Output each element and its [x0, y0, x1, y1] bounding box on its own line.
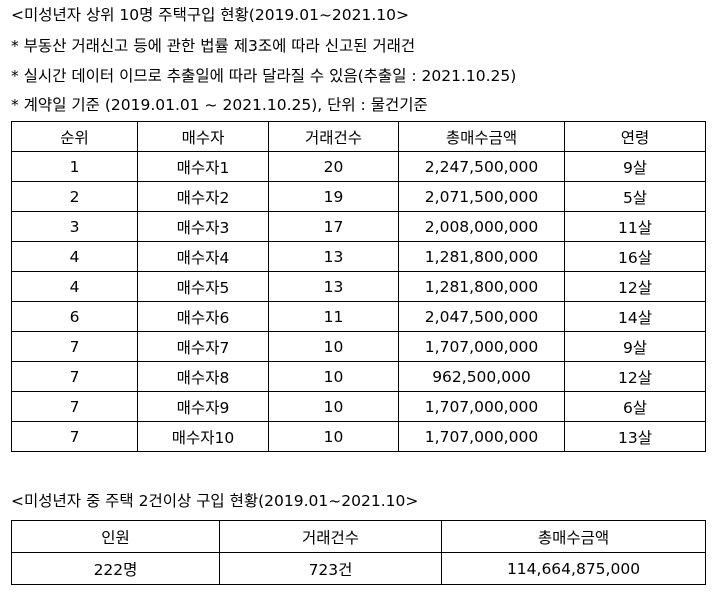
cell-transaction-count: 723건 [219, 552, 442, 585]
note-contract-basis: * 계약일 기준 (2019.01.01 ~ 2021.10.25), 단위 :… [11, 96, 428, 114]
cell-age: 12살 [564, 271, 706, 302]
cell-rank: 7 [11, 421, 138, 452]
cell-buyer: 매수자8 [137, 361, 269, 392]
table-header-row: 순위 매수자 거래건수 총매수금액 연령 [11, 121, 706, 152]
cell-rank: 4 [11, 271, 138, 302]
cell-total-amount: 1,707,000,000 [398, 391, 565, 422]
cell-total-amount: 1,707,000,000 [398, 331, 565, 362]
cell-buyer: 매수자5 [137, 271, 269, 302]
cell-buyer: 매수자3 [137, 211, 269, 242]
cell-buyer: 매수자4 [137, 241, 269, 272]
cell-transaction-count: 20 [268, 151, 399, 182]
cell-transaction-count: 10 [268, 331, 399, 362]
cell-age: 13살 [564, 421, 706, 452]
table-row: 6 매수자6 11 2,047,500,000 14살 [11, 301, 706, 332]
cell-age: 6살 [564, 391, 706, 422]
cell-buyer: 매수자1 [137, 151, 269, 182]
cell-age: 9살 [564, 331, 706, 362]
cell-total-amount: 2,071,500,000 [398, 181, 565, 212]
cell-transaction-count: 11 [268, 301, 399, 332]
cell-transaction-count: 13 [268, 271, 399, 302]
table-row: 7 매수자9 10 1,707,000,000 6살 [11, 391, 706, 422]
cell-people: 222명 [11, 552, 220, 585]
cell-age: 12살 [564, 361, 706, 392]
header-people: 인원 [11, 520, 220, 553]
cell-age: 16살 [564, 241, 706, 272]
cell-rank: 7 [11, 391, 138, 422]
note-legal-basis: * 부동산 거래신고 등에 관한 법률 제3조에 따라 신고된 거래건 [11, 37, 416, 55]
cell-total-amount: 2,047,500,000 [398, 301, 565, 332]
table-row: 3 매수자3 17 2,008,000,000 11살 [11, 211, 706, 242]
cell-total-amount: 1,707,000,000 [398, 421, 565, 452]
cell-transaction-count: 10 [268, 391, 399, 422]
header-total-amount: 총매수금액 [398, 121, 565, 152]
header-age: 연령 [564, 121, 706, 152]
table-row: 2 매수자2 19 2,071,500,000 5살 [11, 181, 706, 212]
cell-total-amount: 2,247,500,000 [398, 151, 565, 182]
cell-age: 14살 [564, 301, 706, 332]
cell-buyer: 매수자10 [137, 421, 269, 452]
cell-transaction-count: 10 [268, 421, 399, 452]
multi-purchase-summary-table: 인원 거래건수 총매수금액 222명 723건 114,664,875,000 [11, 520, 706, 585]
header-buyer: 매수자 [137, 121, 269, 152]
cell-total-amount: 1,281,800,000 [398, 271, 565, 302]
cell-age: 5살 [564, 181, 706, 212]
table-row: 7 매수자7 10 1,707,000,000 9살 [11, 331, 706, 362]
cell-rank: 6 [11, 301, 138, 332]
cell-rank: 7 [11, 331, 138, 362]
note-realtime-data: * 실시간 데이터 이므로 추출일에 따라 달라질 수 있음(추출일 : 202… [11, 67, 517, 85]
section-title-top10: <미성년자 상위 10명 주택구입 현황(2019.01~2021.10> [11, 6, 410, 24]
top10-buyers-table: 순위 매수자 거래건수 총매수금액 연령 1 매수자1 20 2,247,500,00… [11, 121, 706, 452]
cell-total-amount: 114,664,875,000 [441, 552, 706, 585]
cell-age: 11살 [564, 211, 706, 242]
cell-buyer: 매수자9 [137, 391, 269, 422]
cell-transaction-count: 10 [268, 361, 399, 392]
header-transaction-count: 거래건수 [219, 520, 442, 553]
cell-transaction-count: 17 [268, 211, 399, 242]
header-transaction-count: 거래건수 [268, 121, 399, 152]
table-row: 4 매수자4 13 1,281,800,000 16살 [11, 241, 706, 272]
header-total-amount: 총매수금액 [441, 520, 706, 553]
cell-rank: 2 [11, 181, 138, 212]
cell-total-amount: 1,281,800,000 [398, 241, 565, 272]
section-title-multi-purchase: <미성년자 중 주택 2건이상 구입 현황(2019.01~2021.10> [11, 492, 419, 510]
cell-rank: 3 [11, 211, 138, 242]
cell-buyer: 매수자7 [137, 331, 269, 362]
cell-age: 9살 [564, 151, 706, 182]
header-rank: 순위 [11, 121, 138, 152]
cell-rank: 4 [11, 241, 138, 272]
cell-rank: 1 [11, 151, 138, 182]
cell-rank: 7 [11, 361, 138, 392]
table-row: 222명 723건 114,664,875,000 [11, 552, 706, 585]
cell-transaction-count: 19 [268, 181, 399, 212]
cell-transaction-count: 13 [268, 241, 399, 272]
table-row: 4 매수자5 13 1,281,800,000 12살 [11, 271, 706, 302]
table-row: 1 매수자1 20 2,247,500,000 9살 [11, 151, 706, 182]
cell-total-amount: 2,008,000,000 [398, 211, 565, 242]
cell-buyer: 매수자2 [137, 181, 269, 212]
cell-buyer: 매수자6 [137, 301, 269, 332]
table-row: 7 매수자10 10 1,707,000,000 13살 [11, 421, 706, 452]
cell-total-amount: 962,500,000 [398, 361, 565, 392]
table-row: 7 매수자8 10 962,500,000 12살 [11, 361, 706, 392]
summary-header-row: 인원 거래건수 총매수금액 [11, 520, 706, 553]
